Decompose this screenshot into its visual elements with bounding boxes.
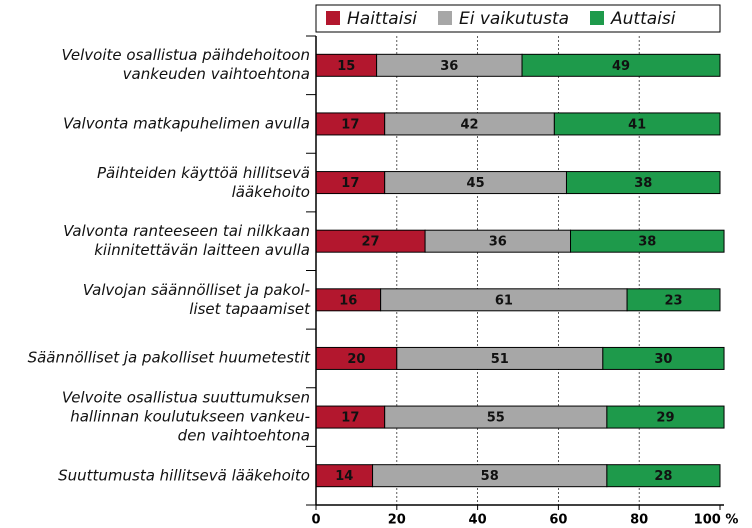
x-tick-label: 40 — [469, 513, 487, 528]
value-label: 27 — [361, 235, 379, 250]
value-label: 38 — [638, 235, 656, 250]
value-label: 30 — [654, 352, 672, 367]
value-label: 36 — [440, 59, 458, 74]
y-tick-label: Valvonta ranteeseen tai nilkkaan kiinnit… — [63, 222, 310, 260]
legend-label: Ei vaikutusta — [459, 9, 569, 29]
legend-box — [315, 4, 721, 33]
y-tick-label: Valvojan säännölliset ja pakol- liset ta… — [82, 280, 310, 318]
legend-label: Haittaisi — [347, 9, 417, 29]
value-label: 58 — [481, 469, 499, 484]
y-tick-label: Velvoite osallistua päihdehoitoon vankeu… — [61, 46, 310, 84]
bar-segment — [553, 112, 721, 136]
y-tick-label: Säännölliset ja pakolliset huumetestit — [27, 348, 310, 367]
bar-segment — [606, 464, 721, 488]
y-tick-label: Valvonta matkapuhelimen avulla — [63, 114, 310, 133]
x-tick-label: 80 — [630, 513, 648, 528]
bar-segment — [565, 171, 721, 195]
legend-swatch — [326, 11, 340, 25]
y-tick-label: Suuttumusta hillitsevä lääkehoito — [58, 466, 310, 485]
x-tick-label: 0 — [311, 513, 320, 528]
value-label: 17 — [341, 117, 359, 132]
value-label: 36 — [489, 235, 507, 250]
y-tick-label: Päihteiden käyttöä hillitsevä lääkehoito — [96, 163, 310, 201]
bar-segment — [521, 53, 721, 77]
value-label: 61 — [495, 293, 513, 308]
bar-segment — [606, 405, 725, 429]
x-tick-label: 100 % — [694, 513, 739, 528]
value-label: 55 — [487, 411, 505, 426]
value-label: 17 — [341, 411, 359, 426]
bar-segment — [570, 229, 725, 253]
value-label: 38 — [634, 176, 652, 191]
value-label: 28 — [654, 469, 672, 484]
bar-segment — [626, 288, 721, 312]
value-label: 23 — [664, 293, 682, 308]
value-label: 51 — [491, 352, 509, 367]
legend-label: Auttaisi — [610, 9, 676, 29]
bar-segment — [602, 346, 725, 370]
x-tick-label: 20 — [388, 513, 406, 528]
value-label: 20 — [347, 352, 365, 367]
value-label: 49 — [612, 59, 630, 74]
value-label: 15 — [337, 59, 355, 74]
value-label: 16 — [339, 293, 357, 308]
value-label: 42 — [460, 117, 478, 132]
value-label: 17 — [341, 176, 359, 191]
value-label: 29 — [656, 411, 674, 426]
value-label: 45 — [467, 176, 485, 191]
y-tick-label: Velvoite osallistua suuttumuksen hallinn… — [61, 388, 310, 445]
value-label: 41 — [628, 117, 646, 132]
legend-swatch — [590, 11, 604, 25]
value-label: 14 — [335, 469, 353, 484]
legend-swatch — [438, 11, 452, 25]
x-tick-label: 60 — [549, 513, 567, 528]
